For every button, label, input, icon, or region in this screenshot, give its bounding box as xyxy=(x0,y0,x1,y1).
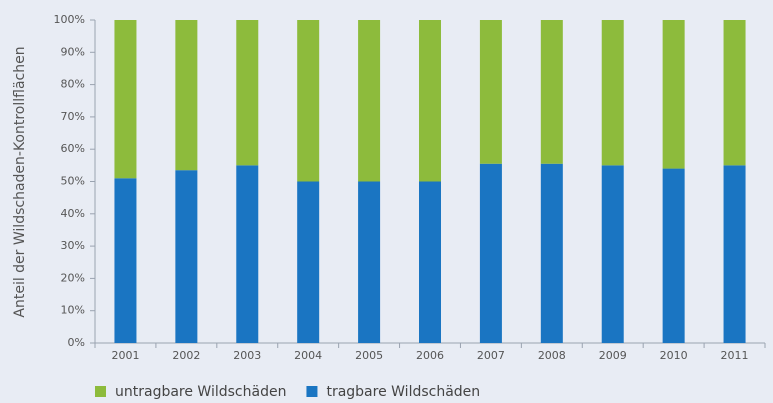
y-axis-label: Anteil der Wildschaden-Kontrollflächen xyxy=(12,46,28,317)
x-tick-label: 2007 xyxy=(477,349,505,362)
y-tick-label: 100% xyxy=(54,13,85,26)
x-tick-label: 2004 xyxy=(294,349,322,362)
bar-segment xyxy=(358,181,381,343)
y-tick-label: 10% xyxy=(61,304,85,317)
x-tick-label: 2001 xyxy=(111,349,139,362)
bar-segment xyxy=(175,170,198,343)
bar-segment xyxy=(601,20,624,166)
bar-segment xyxy=(540,163,563,343)
bar-segment xyxy=(601,165,624,343)
x-tick-label: 2005 xyxy=(355,349,383,362)
legend-label: untragbare Wildschäden xyxy=(115,384,286,400)
bar-segment xyxy=(662,168,685,343)
x-tick-label: 2009 xyxy=(599,349,627,362)
x-tick-label: 2006 xyxy=(416,349,444,362)
x-tick-label: 2003 xyxy=(233,349,261,362)
bar-segment xyxy=(723,165,746,343)
y-tick-label: 40% xyxy=(61,207,85,220)
x-tick-label: 2010 xyxy=(660,349,688,362)
bar-segment xyxy=(479,20,502,164)
bar-segment xyxy=(479,163,502,343)
legend-swatch xyxy=(306,386,318,397)
bar-segment xyxy=(236,165,259,343)
y-tick-label: 80% xyxy=(61,78,85,91)
y-tick-label: 0% xyxy=(68,336,85,349)
x-tick-label: 2002 xyxy=(172,349,200,362)
bar-segment xyxy=(297,181,320,343)
bar-segment xyxy=(175,20,198,171)
bar-segment xyxy=(236,20,259,166)
y-tick-label: 70% xyxy=(61,110,85,123)
y-tick-label: 30% xyxy=(61,239,85,252)
bar-segment xyxy=(662,20,685,169)
bar-segment xyxy=(723,20,746,166)
x-tick-label: 2008 xyxy=(538,349,566,362)
legend-swatch xyxy=(95,386,106,397)
y-tick-label: 50% xyxy=(61,175,85,188)
bar-segment xyxy=(114,20,137,179)
bar-segment xyxy=(540,20,563,164)
bar-segment xyxy=(358,20,381,182)
bar-segment xyxy=(114,178,137,343)
bar-segment xyxy=(297,20,320,182)
bar-segment xyxy=(419,181,441,343)
y-tick-label: 90% xyxy=(61,45,85,58)
x-tick-label: 2011 xyxy=(721,349,749,362)
bar-segment xyxy=(419,20,441,182)
y-tick-label: 20% xyxy=(61,271,85,284)
legend-label: tragbare Wildschäden xyxy=(326,384,480,400)
y-tick-label: 60% xyxy=(61,142,85,155)
